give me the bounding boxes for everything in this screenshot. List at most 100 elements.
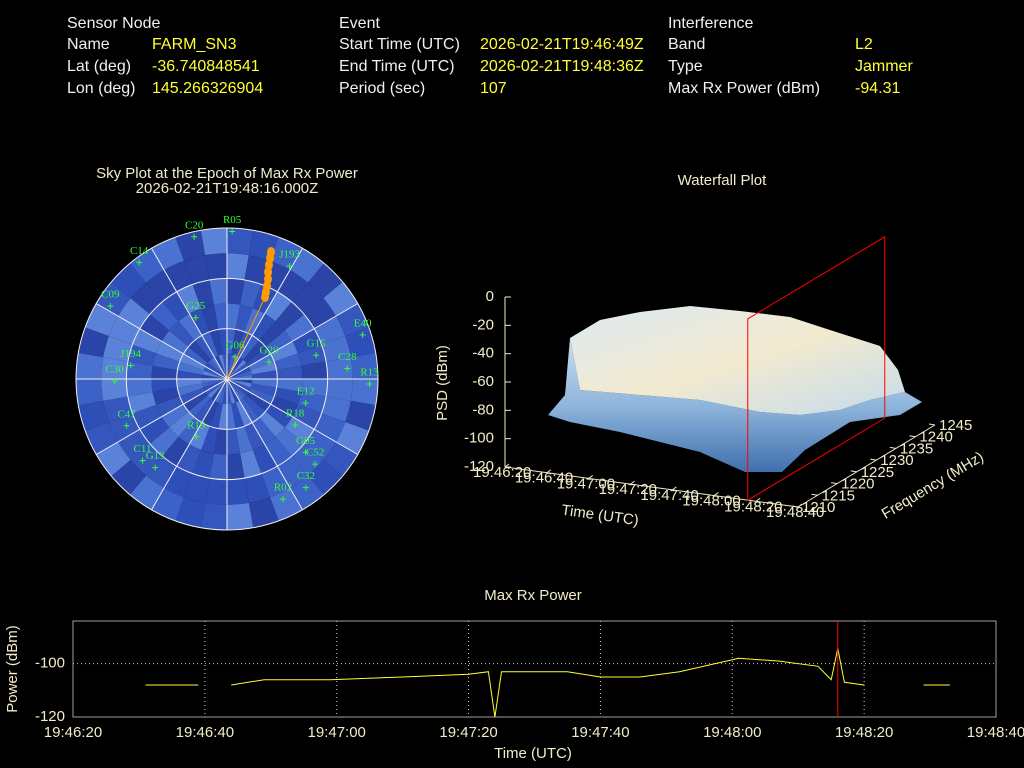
sky-background [161,330,189,354]
info-panel: Sensor Node Name FARM_SN3 Lat (deg) -36.7408… [67,15,913,97]
power-line [145,648,950,718]
sky-background [222,353,227,379]
sky-background [176,284,202,314]
track-bearing [226,296,266,380]
info-value: 107 [480,80,507,97]
sky-background [118,298,150,329]
info-value: 2026-02-21T19:46:49Z [480,36,644,53]
satellite-label: J193 [279,249,300,261]
x-tick-label: 19:48:20 [835,724,893,741]
sky-background [270,341,298,362]
sky-background [244,255,270,285]
y-tick [928,423,936,426]
sky-background [213,428,227,455]
sky-background [178,313,202,341]
satellite-marker [191,233,198,240]
satellite-marker [192,314,199,321]
z-tick-label: -100 [464,430,494,447]
sky-background [201,374,227,379]
satellite-label: G13 [146,450,165,462]
sky-background [321,336,351,362]
sky-background [177,383,204,397]
sky-background [235,400,253,427]
sky-background [326,357,353,379]
sky-background [304,429,336,460]
sky-background [261,466,290,498]
x-tick-label: 19:47:20 [599,481,657,498]
x-tick [546,469,552,474]
sky-background [149,427,179,457]
sky-background [227,357,244,379]
satellite-marker [312,461,319,468]
sky-background [111,263,147,299]
sky-background [101,379,128,401]
info-label: Start Time (UTC) [339,36,460,53]
satellite-marker [302,484,309,491]
satellite-label: G15 [307,338,326,350]
sky-background [227,362,249,379]
sky-background [76,352,104,379]
satellite-label: R18 [286,408,305,420]
sky-background [243,340,266,363]
z-axis-title: PSD (dBm) [434,345,451,421]
sky-background [201,331,219,358]
sky-background [139,416,170,444]
sky-background [265,404,293,428]
x-tick-label: 19:47:40 [640,487,698,504]
sky-background [188,395,211,418]
sky-background [248,353,275,371]
sky-background [277,456,308,488]
sky-background [179,353,206,371]
y-tick-label: -100 [35,655,65,672]
info-value: -94.31 [855,80,900,97]
sky-background [164,466,193,498]
sky-background [210,357,227,379]
info-label: End Time (UTC) [339,58,455,75]
y-tick [909,435,916,438]
z-tick-label: -120 [464,458,494,475]
sky-background [239,335,260,360]
y-axis [797,424,936,508]
sky-background [227,353,232,379]
sky-background [178,417,202,445]
sky-background [169,321,195,347]
satellite-label: C20 [185,219,204,231]
satellite-label: C47 [117,408,136,420]
sky-background [227,379,252,388]
sky-background [227,354,236,379]
sky-background [248,387,275,405]
sky-background [227,502,254,530]
x-tick-label: 19:48:00 [703,724,761,741]
x-axis-title: Time (UTC) [494,745,572,762]
sky-background [201,426,219,454]
y-tick [850,470,857,473]
sky-background [156,341,184,362]
chart-title: Max Rx Power [484,587,582,604]
sky-background [205,478,227,505]
sky-background [101,357,128,379]
sky-background [176,444,202,474]
satellite-label: E12 [297,386,315,398]
sky-background [246,391,271,412]
chart-subtitle: 2026-02-21T19:48:16.000Z [136,180,319,197]
max-power-chart: Max Rx Power 19:46:20 19:46:40 19:47:00 19:4… [4,587,1024,762]
sky-background [227,303,241,330]
sky-background [205,379,227,396]
sky-background [108,316,140,345]
sky-background [251,379,278,388]
info-value: FARM_SN3 [152,36,237,53]
sky-background [169,411,195,437]
satellite-marker [344,365,351,372]
z-tick-label: -20 [472,316,494,333]
sky-background [152,353,180,371]
sky-background [201,304,219,332]
x-tick-label: 19:46:20 [44,724,102,741]
sky-background [78,327,109,358]
satellite-label: C32 [297,470,315,482]
x-tick-label: 19:47:00 [308,724,366,741]
x-tick-label: 19:48:20 [724,498,782,515]
sky-background [275,301,305,331]
x-axis-title: Time (UTC) [560,502,639,530]
azimuth-line [151,247,228,380]
sky-background [139,314,170,342]
